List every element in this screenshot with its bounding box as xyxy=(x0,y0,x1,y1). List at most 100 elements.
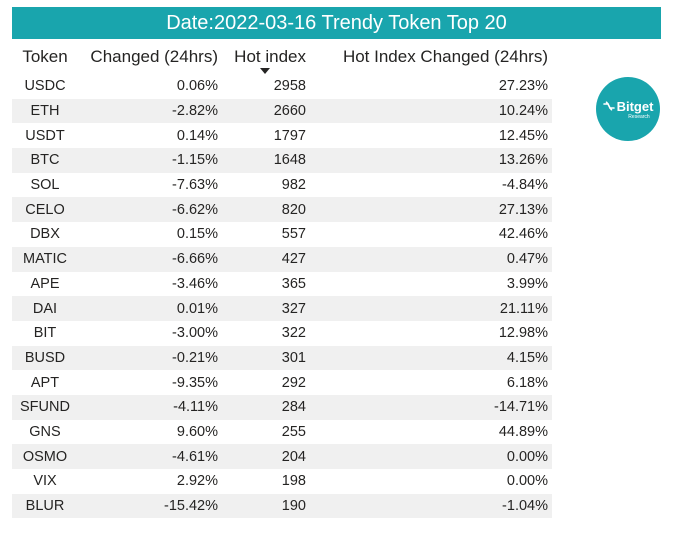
cell-hot-index: 190 xyxy=(222,493,310,519)
cell-hot-index: 322 xyxy=(281,325,306,342)
cell-hot-index: 557 xyxy=(281,226,306,243)
table-row: SOL -7.63% 982 -4.84% xyxy=(12,173,552,198)
table-row: OSMO -4.61% 204 0.00% xyxy=(12,444,552,469)
cell-hot-index: 982 xyxy=(281,177,306,194)
cell-hot-index-changed: 4.15% xyxy=(310,345,552,371)
cell-hot-index: 198 xyxy=(281,473,306,490)
cell-changed: 0.01% xyxy=(78,296,222,321)
cell-hot-index-changed: 10.24% xyxy=(310,98,552,124)
table-row: MATIC -6.66% 427 0.47% xyxy=(12,246,552,272)
cell-hot-index: 327 xyxy=(222,296,310,321)
cell-hot-index: 204 xyxy=(222,444,310,469)
cell-hot-index: 820 xyxy=(222,197,310,223)
cell-changed: -3.00% xyxy=(172,325,218,342)
cell-token: DBX xyxy=(30,226,60,243)
cell-hot-index: 301 xyxy=(222,345,310,371)
table-row: USDC 0.06% 2958 27.23% xyxy=(12,74,552,99)
cell-changed: 0.14% xyxy=(176,127,218,144)
cell-token: ETH xyxy=(12,98,78,124)
logo-subtitle: Research xyxy=(628,113,650,120)
logo-name: Bitget xyxy=(616,98,654,114)
cell-hot-index-changed: 0.00% xyxy=(506,473,548,490)
cell-token: OSMO xyxy=(12,444,78,469)
trendy-token-table: Token Changed (24hrs) Hot index Hot Inde… xyxy=(12,40,552,519)
table-row: BIT -3.00% 322 12.98% xyxy=(12,321,552,346)
cell-changed: -6.66% xyxy=(78,246,222,272)
cell-changed: 0.15% xyxy=(176,226,218,243)
header-row: Token Changed (24hrs) Hot index Hot Inde… xyxy=(12,40,552,74)
cell-hot-index-changed: -1.04% xyxy=(310,493,552,519)
cell-changed: -1.15% xyxy=(78,148,222,173)
table-row: GNS 9.60% 255 44.89% xyxy=(12,420,552,445)
cell-token: USDC xyxy=(24,78,66,95)
table-row: DAI 0.01% 327 21.11% xyxy=(12,296,552,321)
cell-hot-index: 2660 xyxy=(222,98,310,124)
cell-changed: -15.42% xyxy=(78,493,222,519)
cell-token: CELO xyxy=(12,197,78,223)
bitget-arrows-icon xyxy=(602,101,615,111)
cell-token: BIT xyxy=(33,325,57,342)
title-text: Date:2022-03-16 Trendy Token Top 20 xyxy=(166,11,507,34)
cell-token: BTC xyxy=(12,148,78,173)
cell-changed: -0.21% xyxy=(78,345,222,371)
cell-changed: 0.06% xyxy=(176,78,218,95)
cell-token: SFUND xyxy=(12,394,78,420)
cell-hot-index: 1797 xyxy=(273,127,306,144)
column-header-changed[interactable]: Changed (24hrs) xyxy=(90,47,218,66)
cell-token: BLUR xyxy=(12,493,78,519)
table-row: CELO -6.62% 820 27.13% xyxy=(12,197,552,223)
cell-changed: 2.92% xyxy=(176,473,218,490)
cell-changed: -4.61% xyxy=(78,444,222,469)
cell-hot-index-changed: 12.45% xyxy=(498,127,548,144)
cell-token: BUSD xyxy=(12,345,78,371)
cell-hot-index-changed: 3.99% xyxy=(506,275,548,292)
column-header-token[interactable]: Token xyxy=(22,47,68,66)
cell-hot-index-changed: 6.18% xyxy=(506,374,548,391)
cell-token: VIX xyxy=(33,473,57,490)
cell-hot-index: 292 xyxy=(281,374,306,391)
column-header-hot-index-changed[interactable]: Hot Index Changed (24hrs) xyxy=(342,47,548,66)
cell-token: APE xyxy=(30,275,60,292)
cell-token: APT xyxy=(30,374,60,391)
cell-changed: -7.63% xyxy=(172,177,218,194)
table-row: ETH -2.82% 2660 10.24% xyxy=(12,98,552,124)
table-row: BLUR -15.42% 190 -1.04% xyxy=(12,493,552,519)
table-row: APE -3.46% 365 3.99% xyxy=(12,272,552,297)
column-header-hot-index[interactable]: Hot index xyxy=(222,40,310,74)
cell-token: GNS xyxy=(29,423,61,440)
cell-changed: 9.60% xyxy=(176,423,218,440)
cell-hot-index-changed: 12.98% xyxy=(498,325,548,342)
cell-changed: -4.11% xyxy=(78,394,222,420)
table-row: USDT 0.14% 1797 12.45% xyxy=(12,123,552,148)
cell-changed: -2.82% xyxy=(78,98,222,124)
cell-changed: -6.62% xyxy=(78,197,222,223)
cell-hot-index-changed: 21.11% xyxy=(310,296,552,321)
cell-hot-index: 1648 xyxy=(222,148,310,173)
table-row: BUSD -0.21% 301 4.15% xyxy=(12,345,552,371)
cell-token: DAI xyxy=(12,296,78,321)
table-row: VIX 2.92% 198 0.00% xyxy=(12,469,552,494)
table-row: APT -9.35% 292 6.18% xyxy=(12,370,552,395)
cell-hot-index: 284 xyxy=(222,394,310,420)
cell-hot-index: 365 xyxy=(281,275,306,292)
cell-token: SOL xyxy=(30,177,60,194)
cell-hot-index: 427 xyxy=(222,246,310,272)
column-header-hot-index-label: Hot index xyxy=(234,47,306,66)
cell-hot-index: 255 xyxy=(281,423,306,440)
cell-hot-index-changed: 0.00% xyxy=(310,444,552,469)
cell-token: MATIC xyxy=(12,246,78,272)
cell-hot-index-changed: 44.89% xyxy=(498,423,548,440)
table-title: Date:2022-03-16 Trendy Token Top 20 xyxy=(12,7,661,39)
bitget-logo: Bitget Research xyxy=(596,77,660,141)
table-row: SFUND -4.11% 284 -14.71% xyxy=(12,394,552,420)
logo-wordmark: Bitget xyxy=(602,98,654,114)
table-body: USDC 0.06% 2958 27.23% ETH -2.82% 2660 10.24% US… xyxy=(12,74,552,519)
cell-hot-index-changed: 27.13% xyxy=(310,197,552,223)
table-row: DBX 0.15% 557 42.46% xyxy=(12,222,552,247)
cell-hot-index: 2958 xyxy=(273,78,306,95)
cell-hot-index-changed: -4.84% xyxy=(502,177,548,194)
cell-hot-index-changed: 0.47% xyxy=(310,246,552,272)
cell-hot-index-changed: -14.71% xyxy=(310,394,552,420)
cell-hot-index-changed: 42.46% xyxy=(498,226,548,243)
cell-changed: -3.46% xyxy=(172,275,218,292)
